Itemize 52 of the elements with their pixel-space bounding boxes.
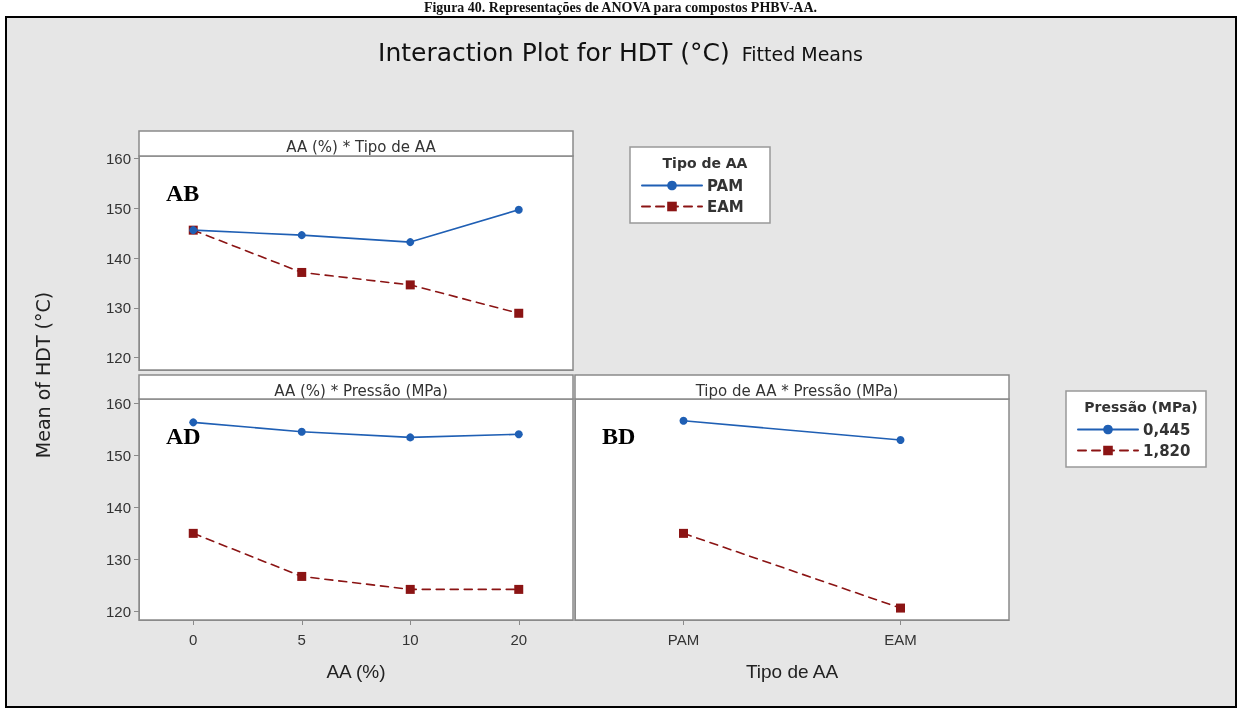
point: [896, 603, 905, 613]
annotation: AD: [166, 423, 201, 449]
x-tick-label: 5: [297, 631, 306, 648]
point: [514, 308, 524, 318]
chart-title: AA (%) * Pressão (MPa): [274, 381, 448, 400]
y-tick-label: 130: [105, 299, 131, 317]
point: [406, 433, 415, 442]
point: [297, 267, 307, 277]
x-tick-label: 20: [510, 631, 528, 648]
point: [896, 435, 905, 444]
x-tick-label: EAM: [884, 631, 917, 648]
legend-label: 1,820: [1143, 441, 1191, 460]
text: Figura 40. Representações de ANOVA para compostos PHBV-AA.: [422, 0, 819, 16]
y-axis-title: Mean of HDT (°C): [32, 291, 54, 459]
y-tick-label: 120: [105, 602, 131, 620]
y-tick-label: 150: [105, 447, 131, 465]
point: [514, 205, 523, 214]
text: Fitted Means: [741, 43, 863, 65]
y-tick-label: 140: [105, 249, 131, 267]
y-tick-label: 140: [105, 498, 131, 516]
y-tick-label: 160: [105, 149, 131, 167]
chart-subtitle: Interaction Plot for HDT (°C): [378, 38, 730, 67]
legend-label: PAM: [707, 176, 744, 195]
point: [679, 416, 688, 425]
point: [188, 528, 198, 538]
x-axis-title: Tipo de AA: [745, 661, 839, 682]
point: [679, 528, 688, 538]
y-tick-label: 130: [105, 550, 131, 568]
chart-title: Tipo de AA * Pressão (MPa): [694, 381, 899, 400]
legend-title: Pressão (MPa): [1084, 399, 1198, 415]
point: [297, 571, 307, 581]
annotation: AB: [166, 180, 200, 206]
point: [405, 280, 415, 290]
y-tick-label: 150: [105, 199, 131, 217]
legend-title: Tipo de AA: [662, 155, 748, 171]
point: [514, 584, 524, 594]
legend-label: EAM: [707, 197, 744, 216]
y-tick-label: 120: [105, 349, 131, 367]
point: [297, 231, 306, 240]
y-tick-label: 160: [105, 395, 131, 413]
point: [297, 427, 306, 436]
x-tick-label: 0: [189, 631, 198, 648]
x-axis-title: AA (%): [326, 661, 386, 682]
annotation: BD: [602, 423, 636, 449]
point: [189, 418, 198, 427]
x-tick-label: PAM: [667, 631, 700, 648]
legend-label: 0,445: [1143, 420, 1191, 439]
x-tick-label: 10: [401, 631, 419, 648]
point: [406, 238, 415, 247]
point: [514, 430, 523, 439]
chart-title: AA (%) * Tipo de AA: [286, 137, 437, 156]
point: [405, 584, 415, 594]
